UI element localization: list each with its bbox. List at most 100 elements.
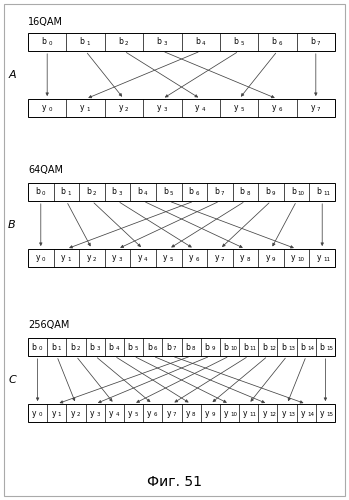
Text: 7: 7 (221, 191, 224, 196)
Text: b: b (195, 38, 200, 46)
Text: 7: 7 (173, 412, 176, 417)
Text: y: y (186, 408, 190, 418)
Text: 64QAM: 64QAM (28, 165, 63, 175)
Text: 10: 10 (230, 412, 237, 417)
Text: y: y (233, 104, 238, 112)
Text: 14: 14 (307, 346, 314, 351)
Text: y: y (224, 408, 229, 418)
Text: y: y (166, 408, 171, 418)
Text: 11: 11 (323, 191, 330, 196)
Text: b: b (112, 188, 117, 196)
Text: 3: 3 (119, 191, 122, 196)
Text: b: b (205, 342, 209, 351)
Text: 0: 0 (39, 346, 42, 351)
Text: 5: 5 (170, 191, 173, 196)
Text: 1: 1 (67, 191, 71, 196)
Text: y: y (51, 408, 56, 418)
Text: 8: 8 (246, 191, 250, 196)
Text: 5: 5 (134, 346, 138, 351)
Text: 15: 15 (326, 412, 333, 417)
Text: b: b (316, 188, 321, 196)
Text: b: b (70, 342, 75, 351)
Text: 0: 0 (42, 191, 45, 196)
Text: 2: 2 (125, 107, 128, 112)
Text: 0: 0 (39, 412, 42, 417)
Text: B: B (8, 220, 16, 230)
Text: b: b (262, 342, 267, 351)
Text: y: y (61, 254, 65, 262)
Text: b: b (166, 342, 171, 351)
Text: 10: 10 (298, 191, 305, 196)
Text: y: y (266, 254, 270, 262)
Text: 4: 4 (202, 41, 205, 46)
Text: y: y (109, 408, 113, 418)
Text: b: b (32, 342, 37, 351)
Text: 3: 3 (96, 346, 100, 351)
Text: b: b (35, 188, 40, 196)
Text: y: y (70, 408, 75, 418)
Text: y: y (310, 104, 315, 112)
Text: b: b (320, 342, 325, 351)
Text: 12: 12 (269, 412, 276, 417)
Text: b: b (89, 342, 94, 351)
Text: 2: 2 (125, 41, 128, 46)
Bar (28, 33, 335, 51)
Text: 9: 9 (272, 191, 276, 196)
Text: b: b (214, 188, 219, 196)
Text: b: b (86, 188, 91, 196)
Text: 2: 2 (93, 191, 96, 196)
Text: 7: 7 (173, 346, 176, 351)
Text: A: A (8, 70, 16, 80)
Bar (28, 338, 335, 356)
Text: 0: 0 (42, 257, 45, 262)
Text: 0: 0 (48, 107, 52, 112)
Text: 3: 3 (96, 412, 100, 417)
Text: 6: 6 (154, 412, 157, 417)
Text: 9: 9 (211, 412, 215, 417)
Text: b: b (51, 342, 56, 351)
Text: 6: 6 (195, 257, 199, 262)
Text: y: y (147, 408, 152, 418)
Text: 5: 5 (134, 412, 138, 417)
Text: 3: 3 (163, 107, 167, 112)
Text: y: y (240, 254, 244, 262)
Text: 7: 7 (221, 257, 224, 262)
Text: y: y (320, 408, 325, 418)
Text: C: C (8, 375, 16, 385)
Text: b: b (233, 38, 238, 46)
Text: y: y (291, 254, 296, 262)
Text: 8: 8 (246, 257, 250, 262)
Text: 1: 1 (87, 41, 90, 46)
Text: 11: 11 (323, 257, 330, 262)
Text: 11: 11 (250, 412, 257, 417)
Text: 6: 6 (195, 191, 199, 196)
Text: y: y (42, 104, 46, 112)
Text: b: b (118, 38, 123, 46)
Text: 15: 15 (326, 346, 333, 351)
Text: y: y (214, 254, 219, 262)
Text: y: y (157, 104, 161, 112)
Text: 4: 4 (144, 191, 148, 196)
Text: 2: 2 (77, 346, 81, 351)
Text: 1: 1 (67, 257, 71, 262)
Text: y: y (87, 254, 91, 262)
Text: 13: 13 (288, 412, 295, 417)
Text: y: y (282, 408, 286, 418)
Text: b: b (137, 188, 142, 196)
Text: 13: 13 (288, 346, 295, 351)
Text: 3: 3 (119, 257, 122, 262)
Text: 16QAM: 16QAM (28, 17, 63, 27)
Bar (28, 99, 335, 117)
Text: 4: 4 (115, 346, 119, 351)
Text: 11: 11 (250, 346, 257, 351)
Text: 5: 5 (240, 41, 244, 46)
Text: 1: 1 (58, 412, 61, 417)
Text: Фиг. 51: Фиг. 51 (147, 475, 202, 489)
Text: 1: 1 (87, 107, 90, 112)
Text: b: b (310, 38, 315, 46)
Text: y: y (138, 254, 142, 262)
Text: 9: 9 (272, 257, 276, 262)
Text: b: b (109, 342, 113, 351)
Text: b: b (281, 342, 286, 351)
Text: 0: 0 (48, 41, 52, 46)
